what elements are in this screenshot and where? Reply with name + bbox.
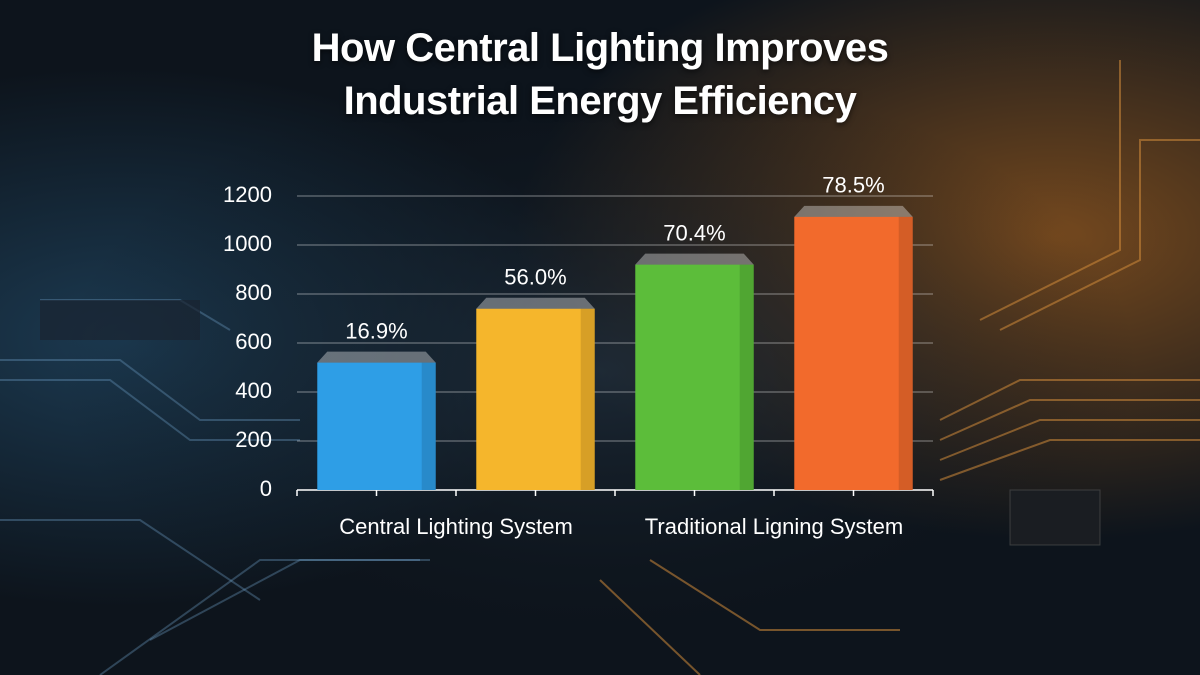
bar-bevel xyxy=(476,297,595,309)
bar-bevel xyxy=(635,253,754,265)
bar-bevel xyxy=(794,205,913,217)
y-tick-label: 1200 xyxy=(223,182,272,207)
y-tick-label: 1000 xyxy=(223,231,272,256)
data-label: 78.5% xyxy=(822,173,884,198)
data-label: 16.9% xyxy=(345,318,407,343)
bar xyxy=(317,362,436,490)
chart-title: How Central Lighting Improves Industrial… xyxy=(311,26,889,123)
bar xyxy=(794,216,913,490)
bar xyxy=(476,308,595,490)
x-tick-label: Central Lighting System xyxy=(339,514,573,539)
bar-shade xyxy=(898,216,913,490)
y-tick-label: 0 xyxy=(260,476,272,501)
bar-shade xyxy=(739,264,754,490)
y-tick-label: 600 xyxy=(235,329,272,354)
data-label: 56.0% xyxy=(504,265,566,290)
bar xyxy=(635,264,754,490)
bar-shade xyxy=(580,308,595,490)
bar-shade xyxy=(421,362,436,490)
x-tick-label: Traditional Ligning System xyxy=(645,514,903,539)
y-tick-label: 800 xyxy=(235,280,272,305)
y-tick-label: 400 xyxy=(235,378,272,403)
y-tick-label: 200 xyxy=(235,427,272,452)
data-label: 70.4% xyxy=(663,220,725,245)
bar-bevel xyxy=(317,351,436,363)
